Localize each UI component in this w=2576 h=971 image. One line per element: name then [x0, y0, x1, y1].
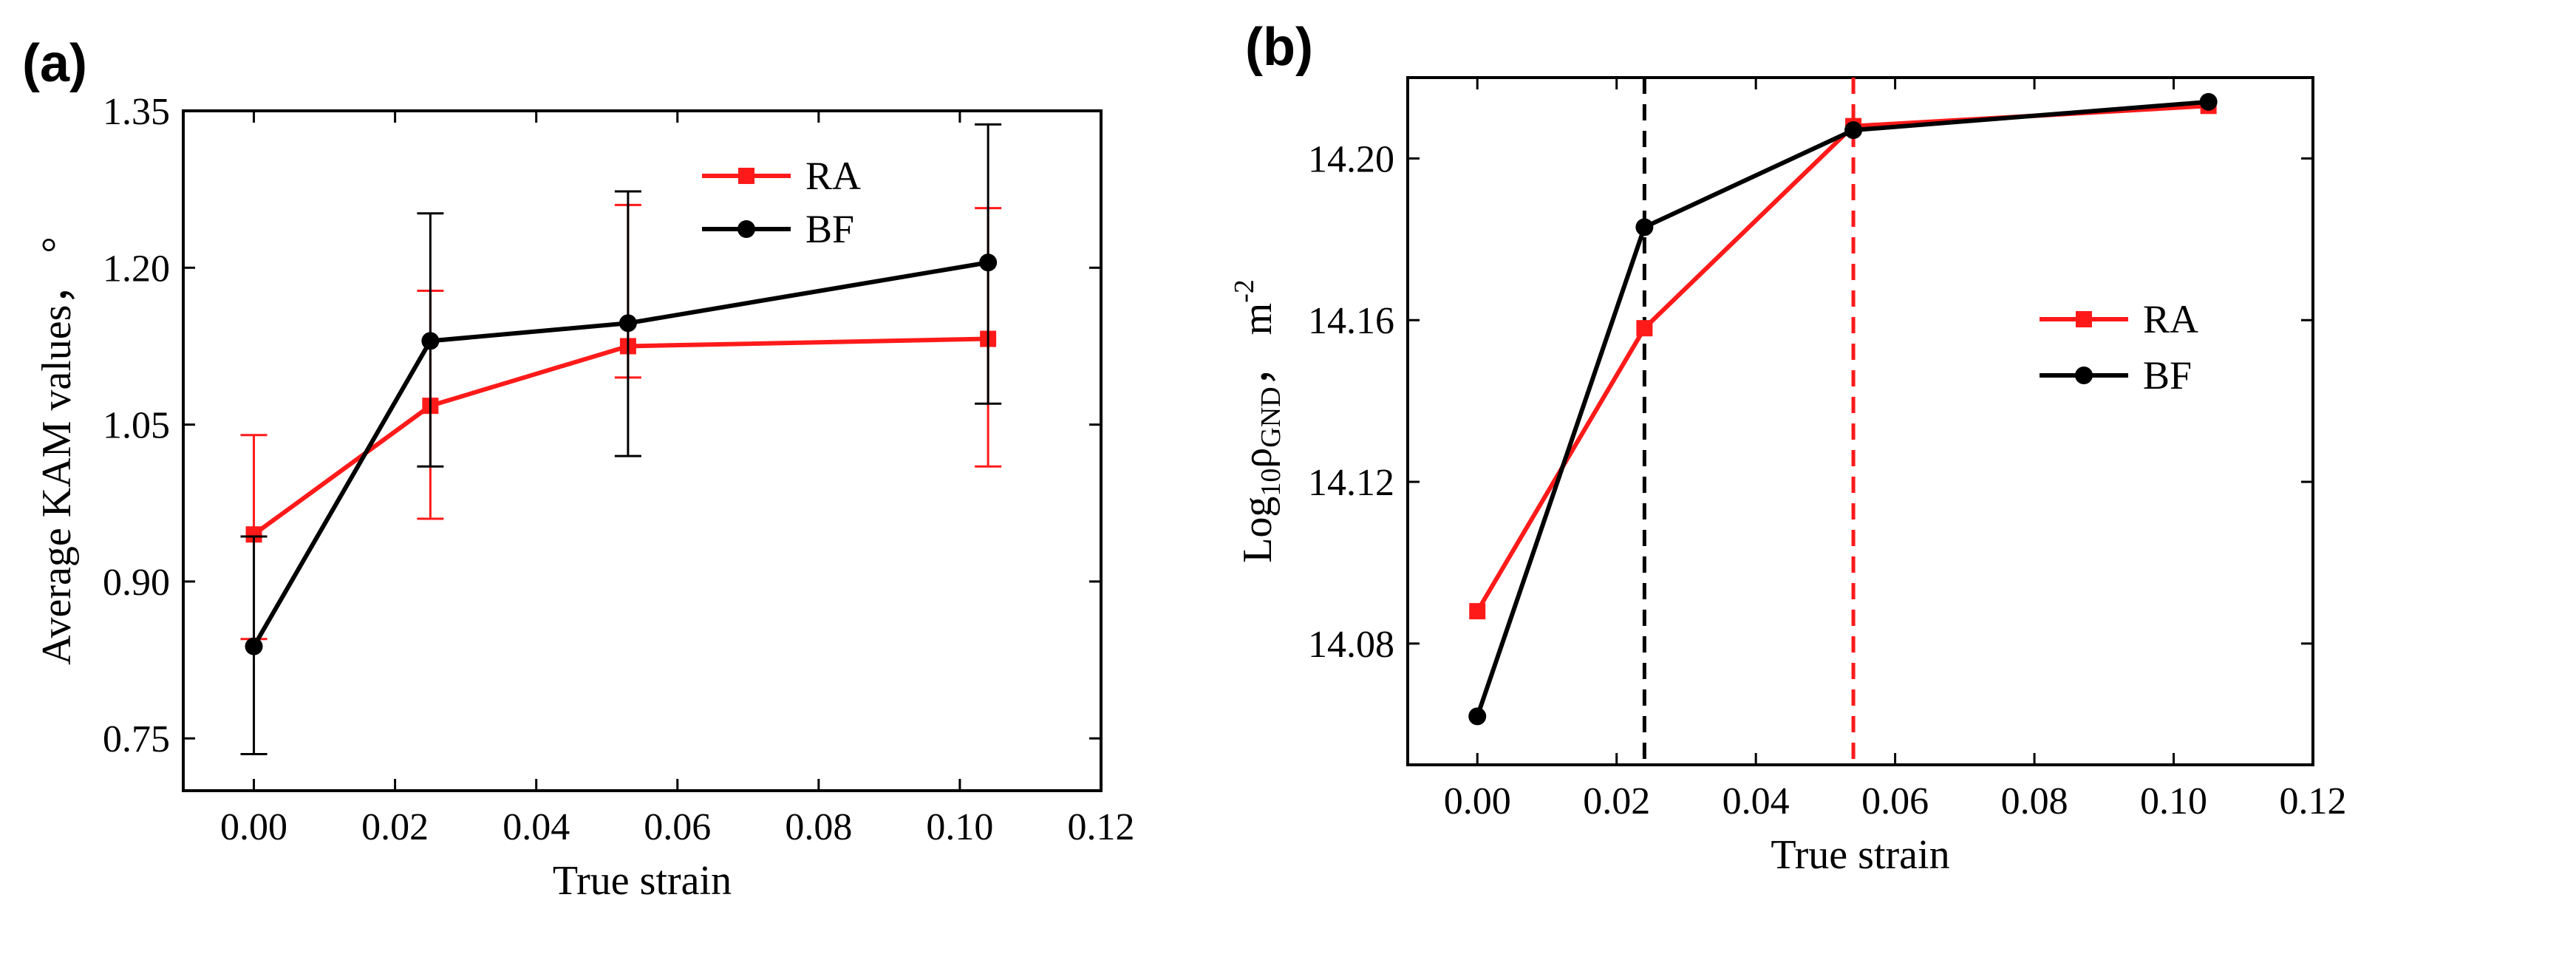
legend-bf-label: BF	[2143, 353, 2192, 398]
y-tick-label: 1.35	[103, 91, 170, 133]
y-tick-label: 0.75	[103, 718, 170, 760]
data-point-bf	[619, 314, 637, 333]
data-point-ra	[1469, 603, 1486, 620]
y-title-unit: ， m	[1235, 303, 1281, 387]
panel-a-x-axis-title: True strain	[553, 858, 732, 904]
panel-a-y-axis-title: Average KAM values， °	[34, 236, 80, 665]
x-tick-label: 0.10	[926, 806, 993, 848]
data-point-ra	[245, 526, 262, 543]
panel-b-reference-lines	[1642, 78, 1856, 765]
panel-a-legend: RA BF	[702, 154, 861, 251]
x-tick-label: 0.04	[1723, 780, 1790, 822]
legend-bf-label: BF	[805, 207, 854, 251]
panel-a-label: (a)	[22, 34, 87, 93]
y-tick-label: 14.20	[1308, 138, 1394, 180]
series-line-bf	[251, 260, 989, 648]
panel-a: (a) 0.00 0.02 0.04 0.06 0.08 0.10 0.12 0.75 0.90…	[22, 34, 1135, 904]
panel-b-label: (b)	[1245, 18, 1313, 77]
x-tick-label: 0.08	[2001, 780, 2068, 822]
data-point-bf	[421, 332, 440, 350]
series-line-ra	[252, 336, 989, 536]
x-tick-label: 0.12	[2280, 780, 2347, 822]
y-title-log: Log	[1235, 497, 1281, 563]
y-tick-label: 1.20	[103, 248, 170, 290]
data-point-ra	[1636, 320, 1653, 337]
data-point-bf	[1844, 121, 1863, 140]
data-point-bf	[245, 637, 263, 655]
panel-a-plot-frame	[182, 109, 1103, 792]
y-tick-label: 1.05	[103, 405, 170, 447]
series-line-ra	[1475, 103, 2209, 613]
data-point-bf	[1635, 218, 1654, 236]
panel-b: (b) 0.00 0.02 0.04 0.06 0.08 0.10 0.12 14.08 14.…	[1229, 18, 2347, 878]
y-title-unit-sup: -2	[1229, 279, 1260, 303]
legend-ra-label: RA	[805, 154, 861, 198]
legend-ra-marker	[2076, 311, 2092, 327]
y-title-rho-sub: GND	[1255, 386, 1287, 447]
legend-bf-marker	[2075, 367, 2093, 384]
x-tick-label: 0.10	[2140, 780, 2207, 822]
data-point-bf	[2199, 92, 2218, 111]
y-tick-label: 14.08	[1308, 624, 1394, 666]
y-title-log-sub: 10	[1255, 469, 1287, 497]
data-point-bf	[979, 253, 998, 272]
panel-b-x-axis-title: True strain	[1771, 832, 1949, 878]
x-tick-label: 0.02	[1583, 780, 1650, 822]
x-tick-label: 0.02	[361, 806, 429, 848]
data-point-bf	[1468, 707, 1487, 726]
panel-b-series	[1468, 92, 2218, 726]
legend-ra-marker	[738, 168, 754, 184]
panel-a-series	[240, 123, 1002, 755]
y-tick-label: 14.12	[1308, 462, 1394, 504]
x-tick-label: 0.00	[220, 806, 287, 848]
x-tick-label: 0.00	[1444, 780, 1511, 822]
panel-b-y-axis-title: Log10ρGND， m-2	[1229, 279, 1287, 563]
legend-ra-label: RA	[2143, 297, 2198, 341]
x-tick-label: 0.06	[644, 806, 711, 848]
x-tick-label: 0.08	[785, 806, 852, 848]
legend-bf-marker	[737, 220, 755, 238]
x-tick-label: 0.12	[1068, 806, 1135, 848]
panel-a-axes: 0.00 0.02 0.04 0.06 0.08 0.10 0.12 0.75 0.90 1.05…	[103, 91, 1135, 848]
panel-b-legend: RA BF	[2040, 297, 2198, 398]
x-tick-label: 0.06	[1861, 780, 1929, 822]
y-tick-label: 14.16	[1308, 300, 1394, 342]
series-line-bf	[1475, 99, 2209, 718]
x-tick-label: 0.04	[502, 806, 570, 848]
y-tick-label: 0.90	[103, 562, 170, 604]
panel-b-plot-frame	[1406, 76, 2314, 766]
y-title-rho: ρ	[1235, 448, 1281, 469]
panel-b-axes: 0.00 0.02 0.04 0.06 0.08 0.10 0.12 14.08 14.12 14…	[1308, 78, 2347, 822]
